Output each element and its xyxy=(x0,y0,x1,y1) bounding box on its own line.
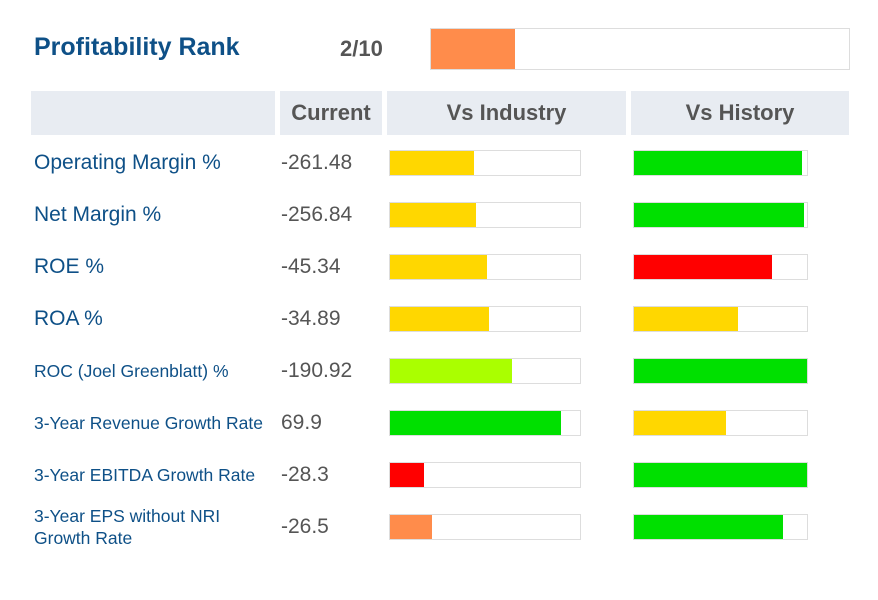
metric-label[interactable]: 3-Year EPS without NRI Growth Rate xyxy=(34,506,221,548)
header-cell-blank xyxy=(31,91,275,135)
current-value: -34.89 xyxy=(281,307,341,330)
rank-bar-fill xyxy=(431,29,515,69)
metric-label[interactable]: ROC (Joel Greenblatt) % xyxy=(34,361,229,381)
vs-industry-bar-fill xyxy=(390,411,561,435)
current-value: -28.3 xyxy=(281,463,329,486)
table-row: ROA % -34.89 xyxy=(0,293,878,345)
table-row: ROC (Joel Greenblatt) % -190.92 xyxy=(0,345,878,397)
vs-industry-bar-fill xyxy=(390,515,432,539)
metric-label[interactable]: 3-Year Revenue Growth Rate xyxy=(34,413,263,433)
page-title: Profitability Rank xyxy=(34,33,240,61)
vs-history-bar-fill xyxy=(634,515,783,539)
column-header-vs-industry: Vs Industry xyxy=(387,91,626,135)
rank-bar xyxy=(430,28,850,70)
vs-industry-bar xyxy=(389,410,581,436)
metric-label[interactable]: Operating Margin % xyxy=(34,151,221,174)
current-value: -261.48 xyxy=(281,151,353,174)
current-value: -190.92 xyxy=(281,359,353,382)
vs-history-bar-fill xyxy=(634,463,807,487)
vs-history-bar xyxy=(633,150,808,176)
metric-label[interactable]: ROE % xyxy=(34,255,105,278)
vs-industry-bar-fill xyxy=(390,203,476,227)
table-row: 3-Year EPS without NRI Growth Rate -26.5 xyxy=(0,501,878,553)
table-row: ROE % -45.34 xyxy=(0,241,878,293)
vs-industry-bar-fill xyxy=(390,151,474,175)
current-value: -26.5 xyxy=(281,515,329,538)
current-value: 69.9 xyxy=(281,411,322,434)
metric-label[interactable]: ROA % xyxy=(34,307,103,330)
current-value: -45.34 xyxy=(281,255,341,278)
vs-history-bar-fill xyxy=(634,359,807,383)
vs-industry-bar xyxy=(389,514,581,540)
vs-industry-bar-fill xyxy=(390,255,487,279)
vs-history-bar xyxy=(633,462,808,488)
table-row: Net Margin % -256.84 xyxy=(0,189,878,241)
vs-industry-bar xyxy=(389,306,581,332)
vs-history-bar-fill xyxy=(634,411,726,435)
vs-history-bar xyxy=(633,410,808,436)
vs-history-bar xyxy=(633,358,808,384)
vs-industry-bar xyxy=(389,254,581,280)
vs-history-bar-fill xyxy=(634,203,804,227)
vs-industry-bar xyxy=(389,358,581,384)
table-row: Operating Margin % -261.48 xyxy=(0,137,878,189)
metric-label[interactable]: 3-Year EBITDA Growth Rate xyxy=(34,465,256,485)
vs-history-bar xyxy=(633,254,808,280)
current-value: -256.84 xyxy=(281,203,353,226)
metric-label[interactable]: Net Margin % xyxy=(34,203,162,226)
vs-industry-bar-fill xyxy=(390,359,512,383)
vs-history-bar xyxy=(633,202,808,228)
vs-industry-bar xyxy=(389,150,581,176)
vs-industry-bar xyxy=(389,202,581,228)
vs-history-bar-fill xyxy=(634,151,802,175)
column-header-current: Current xyxy=(280,91,382,135)
vs-history-bar-fill xyxy=(634,255,773,279)
vs-history-bar xyxy=(633,306,808,332)
vs-history-bar-fill xyxy=(634,307,738,331)
vs-industry-bar-fill xyxy=(390,307,489,331)
rank-value: 2/10 xyxy=(340,36,383,61)
table-row: 3-Year Revenue Growth Rate 69.9 xyxy=(0,397,878,449)
vs-history-bar xyxy=(633,514,808,540)
table-row: 3-Year EBITDA Growth Rate -28.3 xyxy=(0,449,878,501)
column-header-vs-history: Vs History xyxy=(631,91,849,135)
vs-industry-bar-fill xyxy=(390,463,425,487)
vs-industry-bar xyxy=(389,462,581,488)
